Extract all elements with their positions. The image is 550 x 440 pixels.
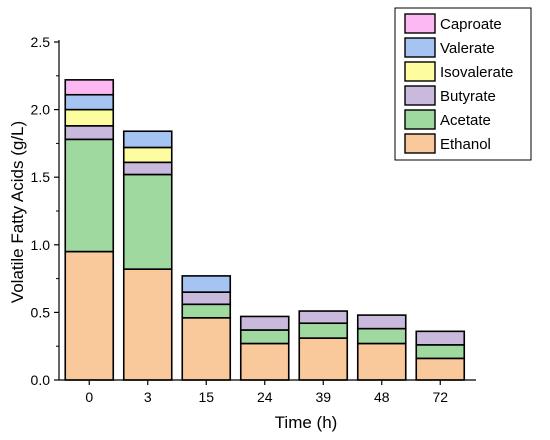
legend-swatch-acetate [404, 109, 436, 130]
bar-segment-butyrate-0 [64, 125, 115, 141]
bar-segment-butyrate-39 [298, 310, 349, 325]
legend-swatch-caproate [404, 13, 436, 34]
y-tick-label: 2.5 [31, 34, 51, 50]
bar-segment-ethanol-3 [122, 268, 173, 381]
bar-segment-ethanol-24 [239, 342, 290, 381]
x-tick-label: 39 [315, 389, 331, 405]
x-tick-label: 48 [374, 389, 390, 405]
legend-swatch-ethanol [404, 133, 436, 154]
x-tick-label: 15 [198, 389, 214, 405]
bar-segment-acetate-3 [122, 173, 173, 270]
legend-label-acetate: Acetate [440, 112, 491, 129]
x-tick-label: 0 [85, 389, 93, 405]
legend-label-ethanol: Ethanol [440, 136, 491, 153]
legend-label-butyrate: Butyrate [440, 88, 496, 105]
y-tick-label: 2.0 [31, 102, 51, 118]
x-tick-label: 3 [144, 389, 152, 405]
bar-segment-valerate-3 [122, 130, 173, 149]
bar-segment-isovalerate-3 [122, 146, 173, 164]
y-tick-label: 0.5 [31, 304, 51, 320]
legend-label-isovalerate: Isovalerate [440, 64, 513, 81]
bar-segment-butyrate-48 [356, 314, 407, 330]
bar-segment-acetate-48 [356, 327, 407, 345]
bar-segment-butyrate-15 [181, 291, 232, 306]
legend-swatch-valerate [404, 37, 436, 58]
y-tick-label: 1.0 [31, 237, 51, 253]
bars-layer [64, 79, 466, 381]
bar-segment-butyrate-72 [415, 330, 466, 346]
bar-segment-acetate-72 [415, 344, 466, 360]
bar-segment-acetate-15 [181, 303, 232, 319]
bar-segment-butyrate-3 [122, 161, 173, 176]
legend-swatch-butyrate [404, 85, 436, 106]
bar-segment-ethanol-72 [415, 357, 466, 381]
bar-segment-acetate-0 [64, 138, 115, 253]
legend-label-caproate: Caproate [440, 16, 502, 33]
bar-segment-acetate-39 [298, 322, 349, 339]
bar-segment-acetate-24 [239, 329, 290, 345]
y-axis-label: Volatile Fatty Acids (g/L) [8, 121, 27, 303]
legend-swatch-isovalerate [404, 61, 436, 82]
bar-segment-ethanol-39 [298, 337, 349, 381]
x-tick-label: 72 [432, 389, 448, 405]
bar-segment-butyrate-24 [239, 315, 290, 331]
bar-segment-isovalerate-0 [64, 108, 115, 127]
x-axis-label: Time (h) [275, 413, 338, 432]
bar-segment-ethanol-0 [64, 250, 115, 381]
bar-segment-ethanol-48 [356, 342, 407, 381]
legend: Caproate Valerate Isovalerate Butyrate Aceta… [394, 7, 532, 161]
bar-segment-valerate-15 [181, 275, 232, 293]
legend-label-valerate: Valerate [440, 40, 495, 57]
bar-segment-caproate-0 [64, 79, 115, 96]
y-tick-label: 1.5 [31, 169, 51, 185]
bar-segment-ethanol-15 [181, 317, 232, 381]
x-tick-label: 24 [257, 389, 273, 405]
y-tick-label: 0.0 [31, 372, 51, 388]
axes-layer: 0.0 0.5 1.0 1.5 2.0 2.5 0 3 15 24 39 48 72 [31, 34, 476, 405]
bar-segment-valerate-0 [64, 93, 115, 111]
